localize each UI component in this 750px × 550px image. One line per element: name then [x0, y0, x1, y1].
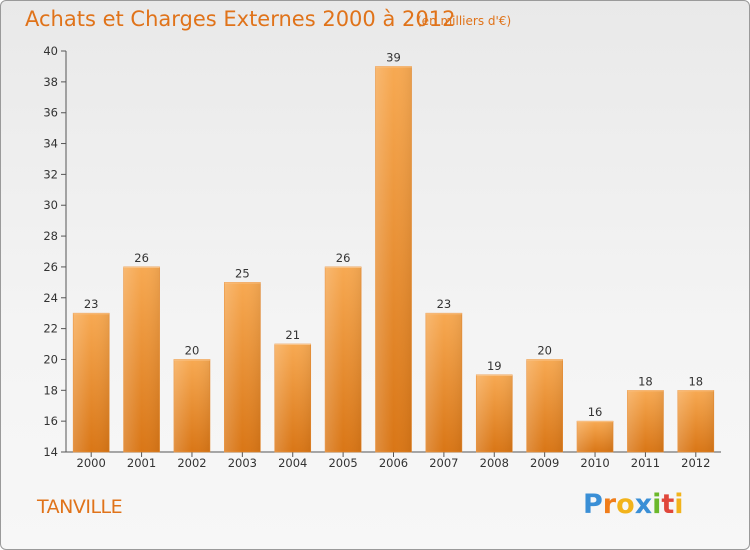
town-name: TANVILLE: [37, 496, 123, 518]
chart-value-labels: 23 26 20 25 21 26 39 23 19 20 16 18 18: [84, 50, 703, 419]
bar-value-label: 20: [537, 343, 552, 357]
y-tick-label: 22: [43, 322, 58, 336]
x-tick-label: 2011: [631, 456, 660, 470]
bar-value-label: 39: [386, 50, 401, 64]
proxiti-logo[interactable]: Proxiti: [583, 489, 684, 520]
logo-letter: i: [674, 489, 684, 520]
y-tick-label: 34: [43, 137, 58, 151]
chart-title: Achats et Charges Externes 2000 à 2012: [25, 7, 456, 31]
bar-value-label: 20: [185, 343, 200, 357]
bar-shine: [627, 390, 664, 452]
bar-value-label: 16: [588, 405, 603, 419]
y-tick-label: 38: [43, 75, 58, 89]
x-tick-label: 2004: [278, 456, 307, 470]
logo-letter: x: [634, 489, 653, 520]
y-tick-label: 20: [43, 352, 58, 366]
bar-shine: [375, 66, 412, 452]
logo-letter: o: [616, 489, 635, 520]
logo-letter: i: [652, 489, 662, 520]
y-tick-label: 36: [43, 106, 58, 120]
x-tick-label: 2012: [681, 456, 710, 470]
bar-shine: [274, 344, 311, 452]
y-tick-label: 40: [43, 44, 58, 58]
bar-shine: [123, 266, 160, 452]
x-tick-label: 2000: [77, 456, 106, 470]
bar-value-label: 18: [638, 374, 653, 388]
bar-value-label: 19: [487, 359, 502, 373]
chart-subtitle: (en milliers d'€): [417, 14, 512, 28]
bar-shine: [526, 359, 563, 452]
x-tick-label: 2002: [177, 456, 206, 470]
bar-value-label: 25: [235, 266, 250, 280]
bar-shine: [577, 421, 614, 452]
x-tick-label: 2003: [228, 456, 257, 470]
bar-shine: [173, 359, 210, 452]
bar-value-label: 26: [134, 251, 149, 265]
x-tick-label: 2008: [480, 456, 509, 470]
logo-letter: t: [661, 489, 675, 520]
bar-value-label: 23: [437, 297, 452, 311]
bar-value-label: 21: [285, 328, 300, 342]
bar-value-label: 26: [336, 251, 351, 265]
bar-shine: [425, 313, 462, 452]
bar-shine: [224, 282, 261, 452]
y-tick-label: 16: [43, 414, 58, 428]
x-tick-label: 2007: [429, 456, 458, 470]
y-tick-label: 24: [43, 291, 58, 305]
bar-shine: [325, 266, 362, 452]
logo-letter: r: [602, 489, 617, 520]
chart-axes: 14 16 18 20 22 24 26 28 30 32 34 36 38 40 2000 2001 2002…: [43, 44, 721, 470]
chart-bars: [72, 66, 715, 453]
y-tick-label: 26: [43, 260, 58, 274]
y-tick-label: 28: [43, 229, 58, 243]
x-tick-label: 2005: [328, 456, 357, 470]
logo-letter: P: [583, 489, 603, 520]
x-tick-label: 2009: [530, 456, 559, 470]
y-tick-label: 32: [43, 167, 58, 181]
x-tick-label: 2006: [379, 456, 408, 470]
bar-value-label: 18: [688, 374, 703, 388]
y-tick-label: 18: [43, 383, 58, 397]
x-tick-label: 2001: [127, 456, 156, 470]
y-tick-label: 14: [43, 445, 58, 459]
bar-shine: [73, 313, 110, 452]
bar-shine: [677, 390, 714, 452]
bar-shine: [476, 374, 513, 452]
bar-value-label: 23: [84, 297, 99, 311]
x-tick-label: 2010: [580, 456, 609, 470]
y-tick-label: 30: [43, 198, 58, 212]
